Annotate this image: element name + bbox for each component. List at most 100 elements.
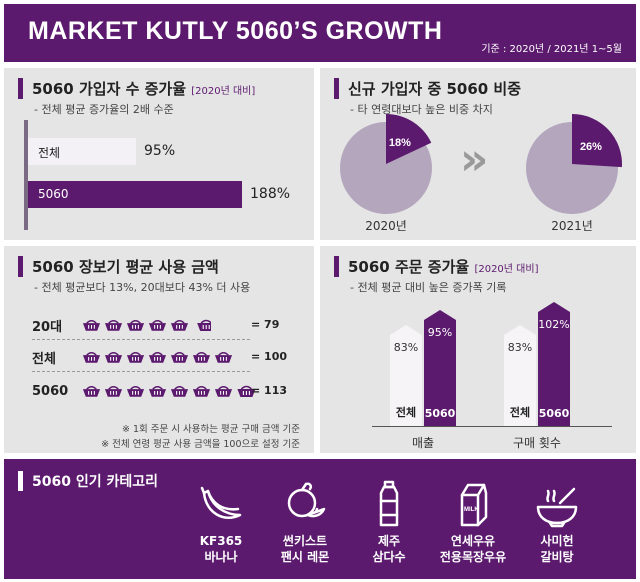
- spend-row: 20대: [32, 314, 211, 336]
- popular-item-soup-line2: 갈비탕: [540, 550, 574, 564]
- order-growth-subtitle: - 전체 평균 대비 높은 증가폭 기록: [350, 281, 507, 294]
- popular-item-milk-line1: 연세우유: [450, 534, 496, 548]
- signup-growth-note: [2020년 대비]: [191, 86, 256, 97]
- basket-icon: [148, 385, 167, 397]
- signup-bar-total: 전체: [28, 138, 136, 165]
- pie-slice-5060: [572, 114, 622, 168]
- basket-icon: [126, 319, 145, 331]
- basket-icon: [237, 385, 255, 397]
- spending-subtitle: - 전체 평균보다 13%, 20대보다 43% 더 사용: [34, 281, 251, 294]
- new-member-share-subtitle: - 타 연령대보다 높은 비중 차지: [350, 103, 493, 116]
- order-growth-panel: 5060 주문 증가율 [2020년 대비] - 전체 평균 대비 높은 증가폭…: [320, 246, 636, 453]
- basket-icon: [192, 385, 211, 397]
- signup-axis-line: [24, 120, 28, 230]
- spend-row-value: = 79: [251, 318, 280, 331]
- spend-row-label: 전체: [32, 351, 56, 367]
- popular-item-water-line1: 제주: [377, 534, 401, 548]
- spend-row-label: 5060: [32, 383, 69, 399]
- order-column-5060: 5060: [424, 310, 456, 426]
- order-column-series-label: 5060: [538, 407, 570, 420]
- popular-item-soup-line1: 사미헌: [540, 534, 574, 548]
- basket-icon: [104, 385, 123, 397]
- popular-item-banana: KF365 바나나: [176, 479, 266, 565]
- spend-row-value: = 113: [251, 384, 288, 397]
- order-category-label: 구매 횟수: [513, 436, 561, 450]
- basket-icon: [82, 351, 101, 363]
- chevron-right-icon: »: [460, 134, 489, 185]
- order-column-series-label: 전체: [395, 406, 417, 419]
- share-pie-charts: 18% 2020년 26% 2021년: [340, 114, 622, 233]
- basket-icon: [148, 319, 167, 331]
- banana-icon: [200, 486, 242, 519]
- signup-bar-value: 188%: [250, 186, 291, 202]
- signup-bar-label: 5060: [38, 187, 69, 201]
- popular-categories-title: 5060 인기 카테고리: [18, 471, 158, 491]
- new-member-share-title: 신규 가입자 중 5060 비중: [334, 78, 521, 99]
- order-column-value: 83%: [393, 341, 419, 354]
- order-column-value: 95%: [427, 326, 453, 339]
- order-growth-note: [2020년 대비]: [474, 264, 539, 275]
- popular-item-milk-line2: 전용목장우유: [439, 550, 507, 564]
- popular-item-lemon-line2: 팬시 레몬: [280, 550, 330, 564]
- basket-icon: [197, 319, 211, 331]
- basket-icon: [148, 351, 167, 363]
- popular-item-lemon-line1: 썬키스트: [282, 534, 328, 548]
- order-category-label: 매출: [411, 436, 435, 450]
- basket-icon: [192, 351, 211, 363]
- basket-icon: [104, 319, 123, 331]
- spending-panel: 5060 장보기 평균 사용 금액 - 전체 평균보다 13%, 20대보다 4…: [4, 246, 314, 453]
- signup-growth-panel: 5060 가입자 수 증가율 [2020년 대비] - 전체 평균 증가율의 2…: [4, 68, 314, 240]
- basket-icon: [170, 319, 189, 331]
- milk-carton-icon: MILK: [460, 483, 488, 527]
- basket-icon: [104, 351, 123, 363]
- pie-value-label: 18%: [389, 137, 411, 149]
- order-column-value: 83%: [507, 341, 533, 354]
- new-member-share-panel: 신규 가입자 중 5060 비중 - 타 연령대보다 높은 비중 차지 18% 2…: [320, 68, 636, 240]
- basket-icon: [126, 351, 145, 363]
- pie-value-label: 26%: [580, 141, 602, 153]
- signup-growth-title: 5060 가입자 수 증가율 [2020년 대비]: [18, 78, 255, 99]
- basket-icon: [170, 351, 189, 363]
- milk-label: MILK: [464, 507, 479, 513]
- page-title: MARKET KUTLY 5060’S GROWTH: [28, 17, 443, 45]
- order-column-series-label: 5060: [424, 407, 456, 420]
- pie-slice-5060: [386, 114, 432, 164]
- popular-item-banana-line2: 바나나: [204, 550, 238, 564]
- pie-year-label: 2020년: [365, 219, 407, 233]
- basket-icon: [214, 385, 233, 397]
- row-divider: [32, 371, 250, 372]
- order-column-5060: 5060: [538, 302, 570, 426]
- order-column-value: 102%: [538, 318, 570, 331]
- popular-item-water-line2: 삼다수: [372, 550, 406, 564]
- basket-icon: [82, 319, 101, 331]
- basket-icon: [82, 385, 101, 397]
- basket-icon: [170, 385, 189, 397]
- water-bottle-icon: [379, 480, 399, 527]
- order-column-total: 전체: [390, 325, 422, 426]
- order-column-series-label: 전체: [509, 406, 531, 419]
- signup-bar-label: 전체: [38, 146, 61, 160]
- spending-title: 5060 장보기 평균 사용 금액: [18, 256, 219, 277]
- spending-note-1: ※ 1회 주문 시 사용하는 평균 구매 금액 기준: [121, 424, 300, 435]
- spend-row-value: = 100: [251, 350, 288, 363]
- period-note: 기준 : 2020년 / 2021년 1~5월: [481, 44, 622, 55]
- spending-note-2: ※ 전체 연령 평균 사용 금액을 100으로 설정 기준: [101, 439, 300, 450]
- order-column-total: 전체: [504, 325, 536, 426]
- popular-item-banana-line1: KF365: [199, 534, 243, 548]
- spend-row: 전체: [32, 346, 233, 368]
- signup-bar-5060: 5060: [28, 181, 242, 208]
- basket-icon: [126, 385, 145, 397]
- spend-row: 5060: [32, 380, 255, 402]
- order-baseline: [372, 426, 612, 427]
- pie-year-label: 2021년: [551, 219, 593, 233]
- order-growth-title: 5060 주문 증가율 [2020년 대비]: [334, 256, 538, 277]
- signup-growth-subtitle: - 전체 평균 증가율의 2배 수준: [34, 103, 174, 116]
- signup-bar-value: 95%: [144, 143, 176, 159]
- lemon-icon: [287, 482, 326, 518]
- row-divider: [32, 339, 250, 340]
- spend-row-label: 20대: [32, 319, 63, 335]
